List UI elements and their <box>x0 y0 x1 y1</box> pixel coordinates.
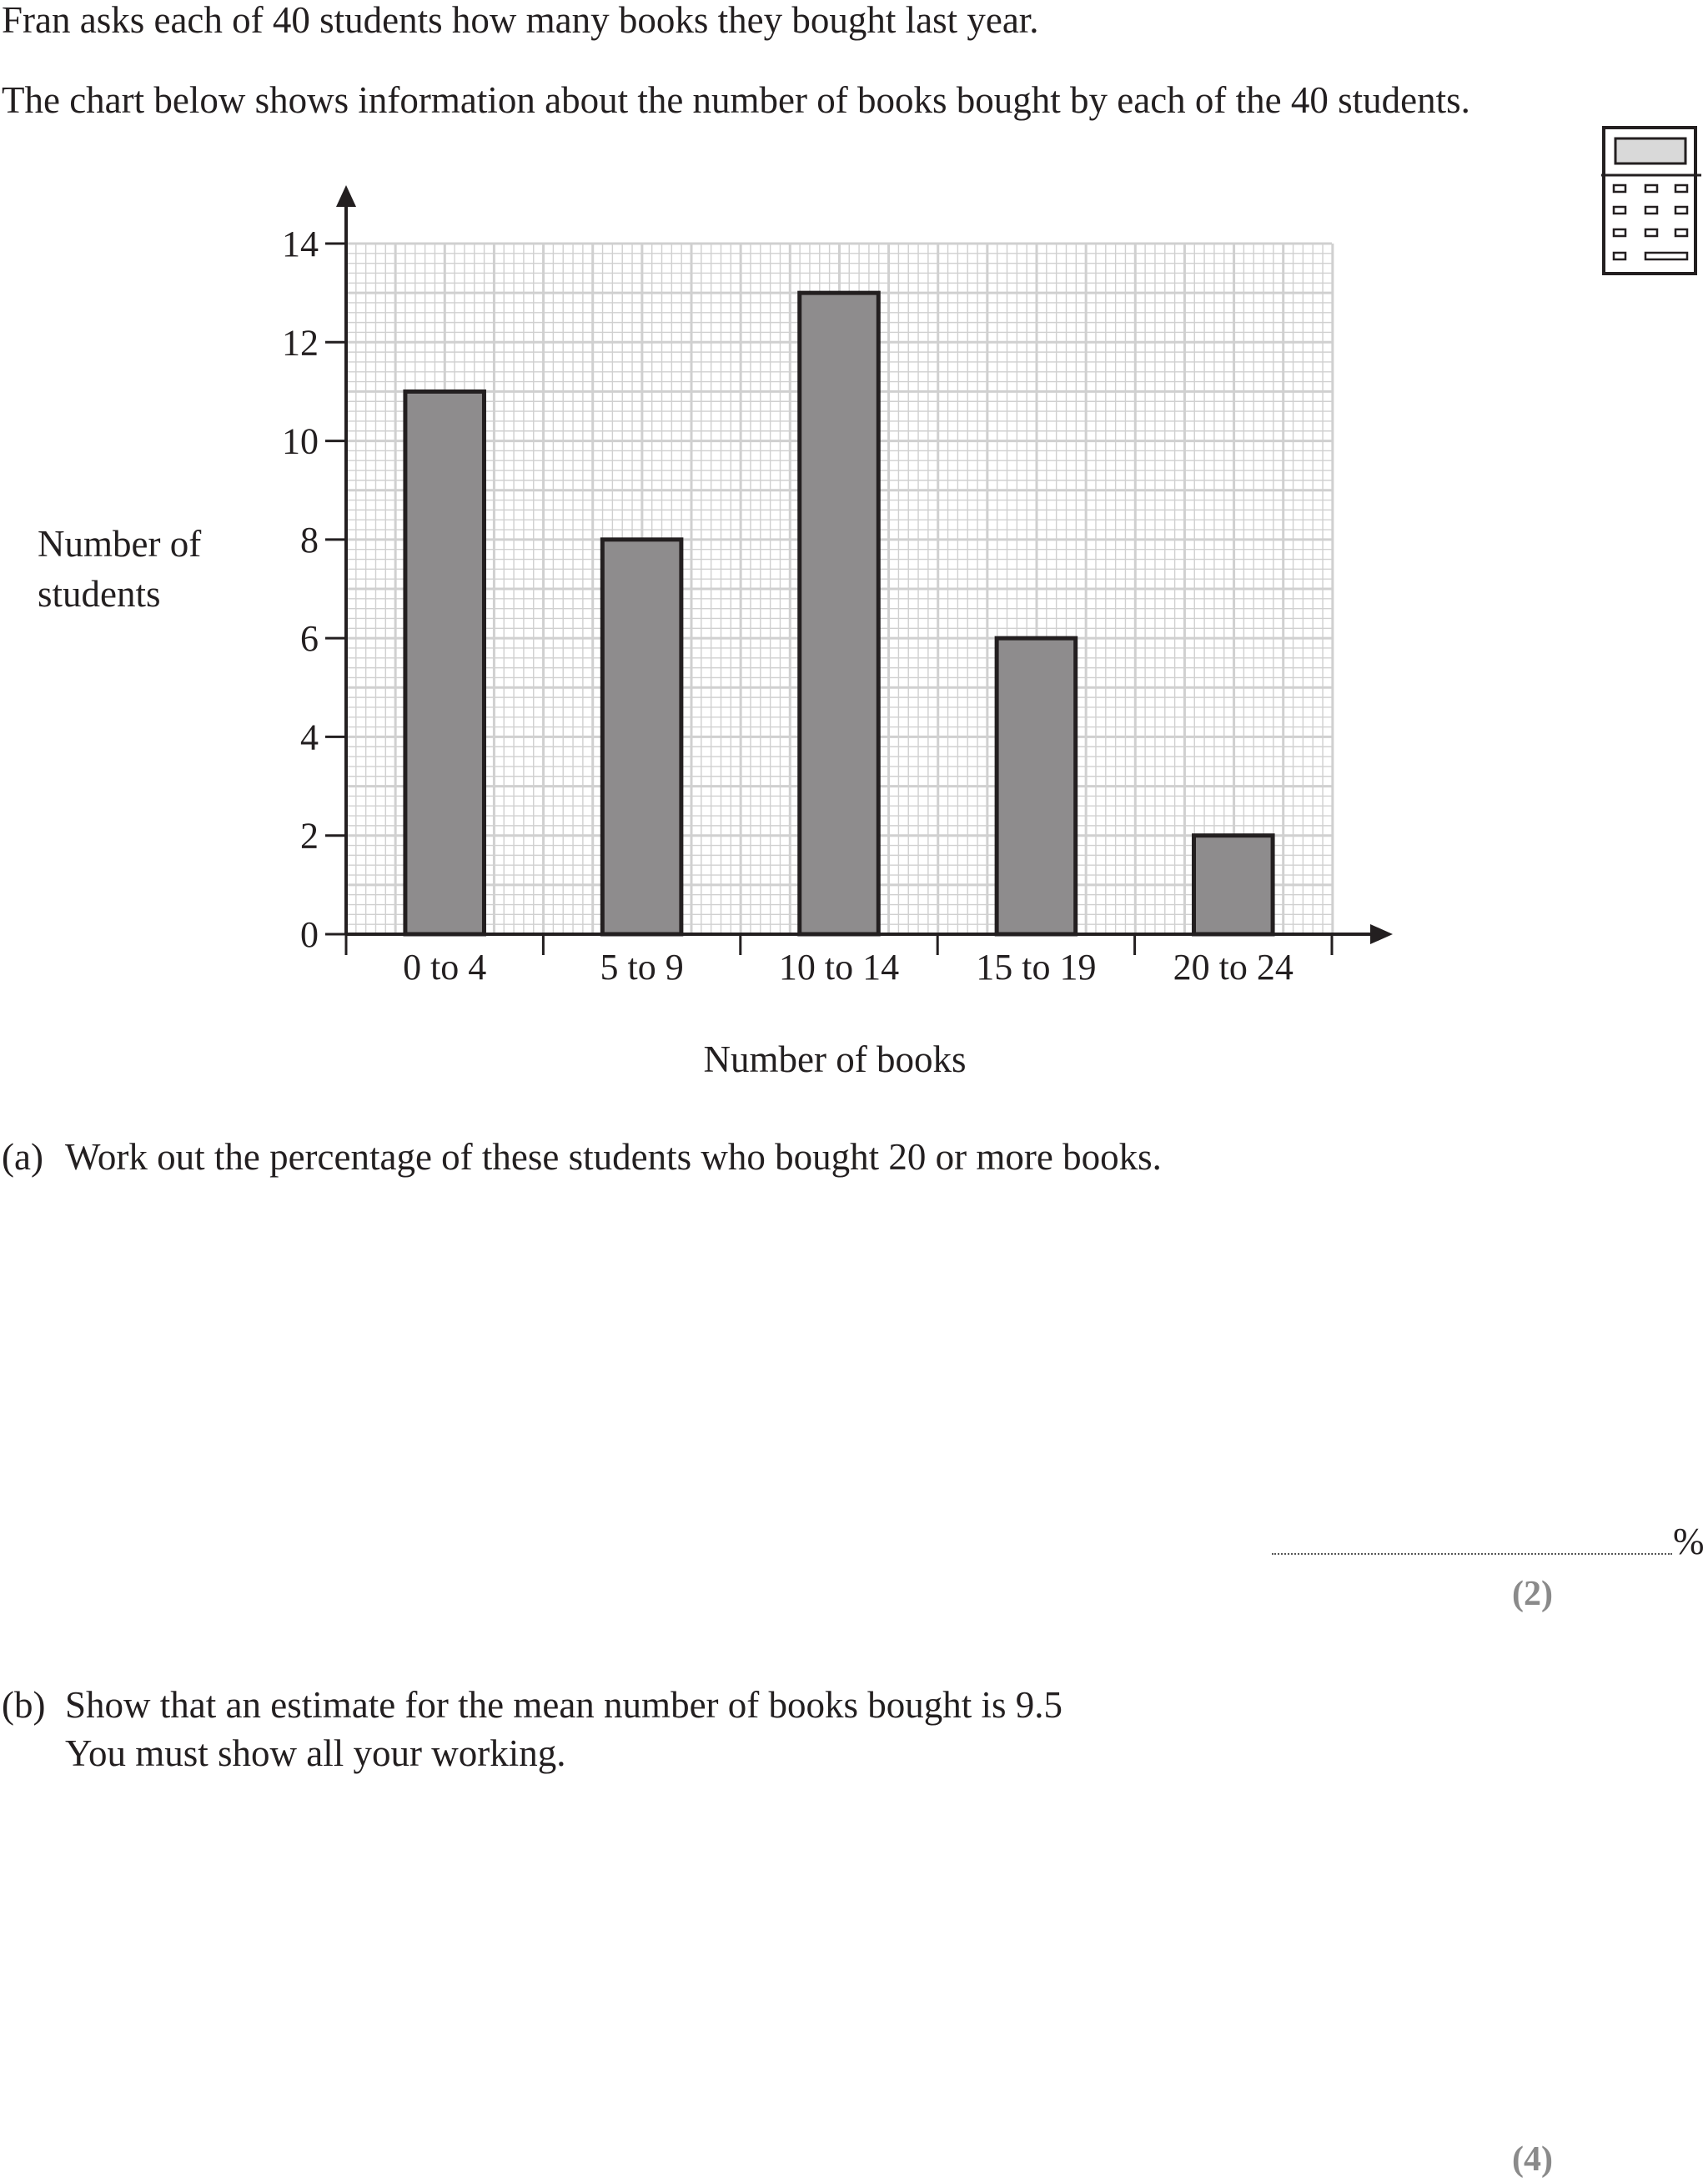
marks-a: (2) <box>1512 1575 1553 1613</box>
question-a-number: (a) <box>2 1136 43 1178</box>
marks-b: (4) <box>1512 2140 1553 2179</box>
y-axis-arrow-icon <box>336 185 356 207</box>
answer-line-a[interactable] <box>1272 1553 1672 1555</box>
bar-5-to-9 <box>600 537 684 937</box>
y-tick-label: 6 <box>300 618 319 659</box>
question-b-text: Show that an estimate for the mean numbe… <box>65 1684 1063 1726</box>
y-tick-label: 8 <box>300 520 319 561</box>
y-tick-label: 2 <box>300 816 319 857</box>
x-axis-label: Number of books <box>703 1038 967 1080</box>
y-tick-label: 0 <box>300 914 319 955</box>
question-a-text: Work out the percentage of these student… <box>65 1136 1162 1178</box>
intro-line-2: The chart below shows information about … <box>2 79 1470 121</box>
y-tick-label: 14 <box>282 224 319 264</box>
answer-unit: % <box>1673 1521 1705 1562</box>
bar-chart: 0 2 4 6 8 10 12 14 0 to 4 5 to 9 10 to 14 15 to 19… <box>282 185 1393 988</box>
y-tick-label: 10 <box>282 421 319 462</box>
x-tick-label: 10 to 14 <box>779 947 899 988</box>
y-axis-label: Number of students <box>38 523 202 615</box>
intro-line-1: Fran asks each of 40 students how many b… <box>2 0 1039 41</box>
y-tick-label: 4 <box>300 716 319 757</box>
x-tick-label: 20 to 24 <box>1173 947 1294 988</box>
x-tick-label: 0 to 4 <box>403 947 486 988</box>
bar-15-to-19 <box>994 636 1078 937</box>
x-tick-label: 15 to 19 <box>976 947 1096 988</box>
question-b-number: (b) <box>2 1684 46 1726</box>
question-b-instruction: You must show all your working. <box>65 1732 566 1774</box>
y-tick-label: 12 <box>282 322 319 363</box>
x-axis-arrow-icon <box>1370 924 1393 944</box>
calculator-icon <box>1601 126 1701 275</box>
x-tick-label: 5 to 9 <box>600 947 683 988</box>
bar-10-to-14 <box>797 290 881 937</box>
bar-0-to-4 <box>403 389 486 937</box>
bar-20-to-24 <box>1192 833 1275 937</box>
